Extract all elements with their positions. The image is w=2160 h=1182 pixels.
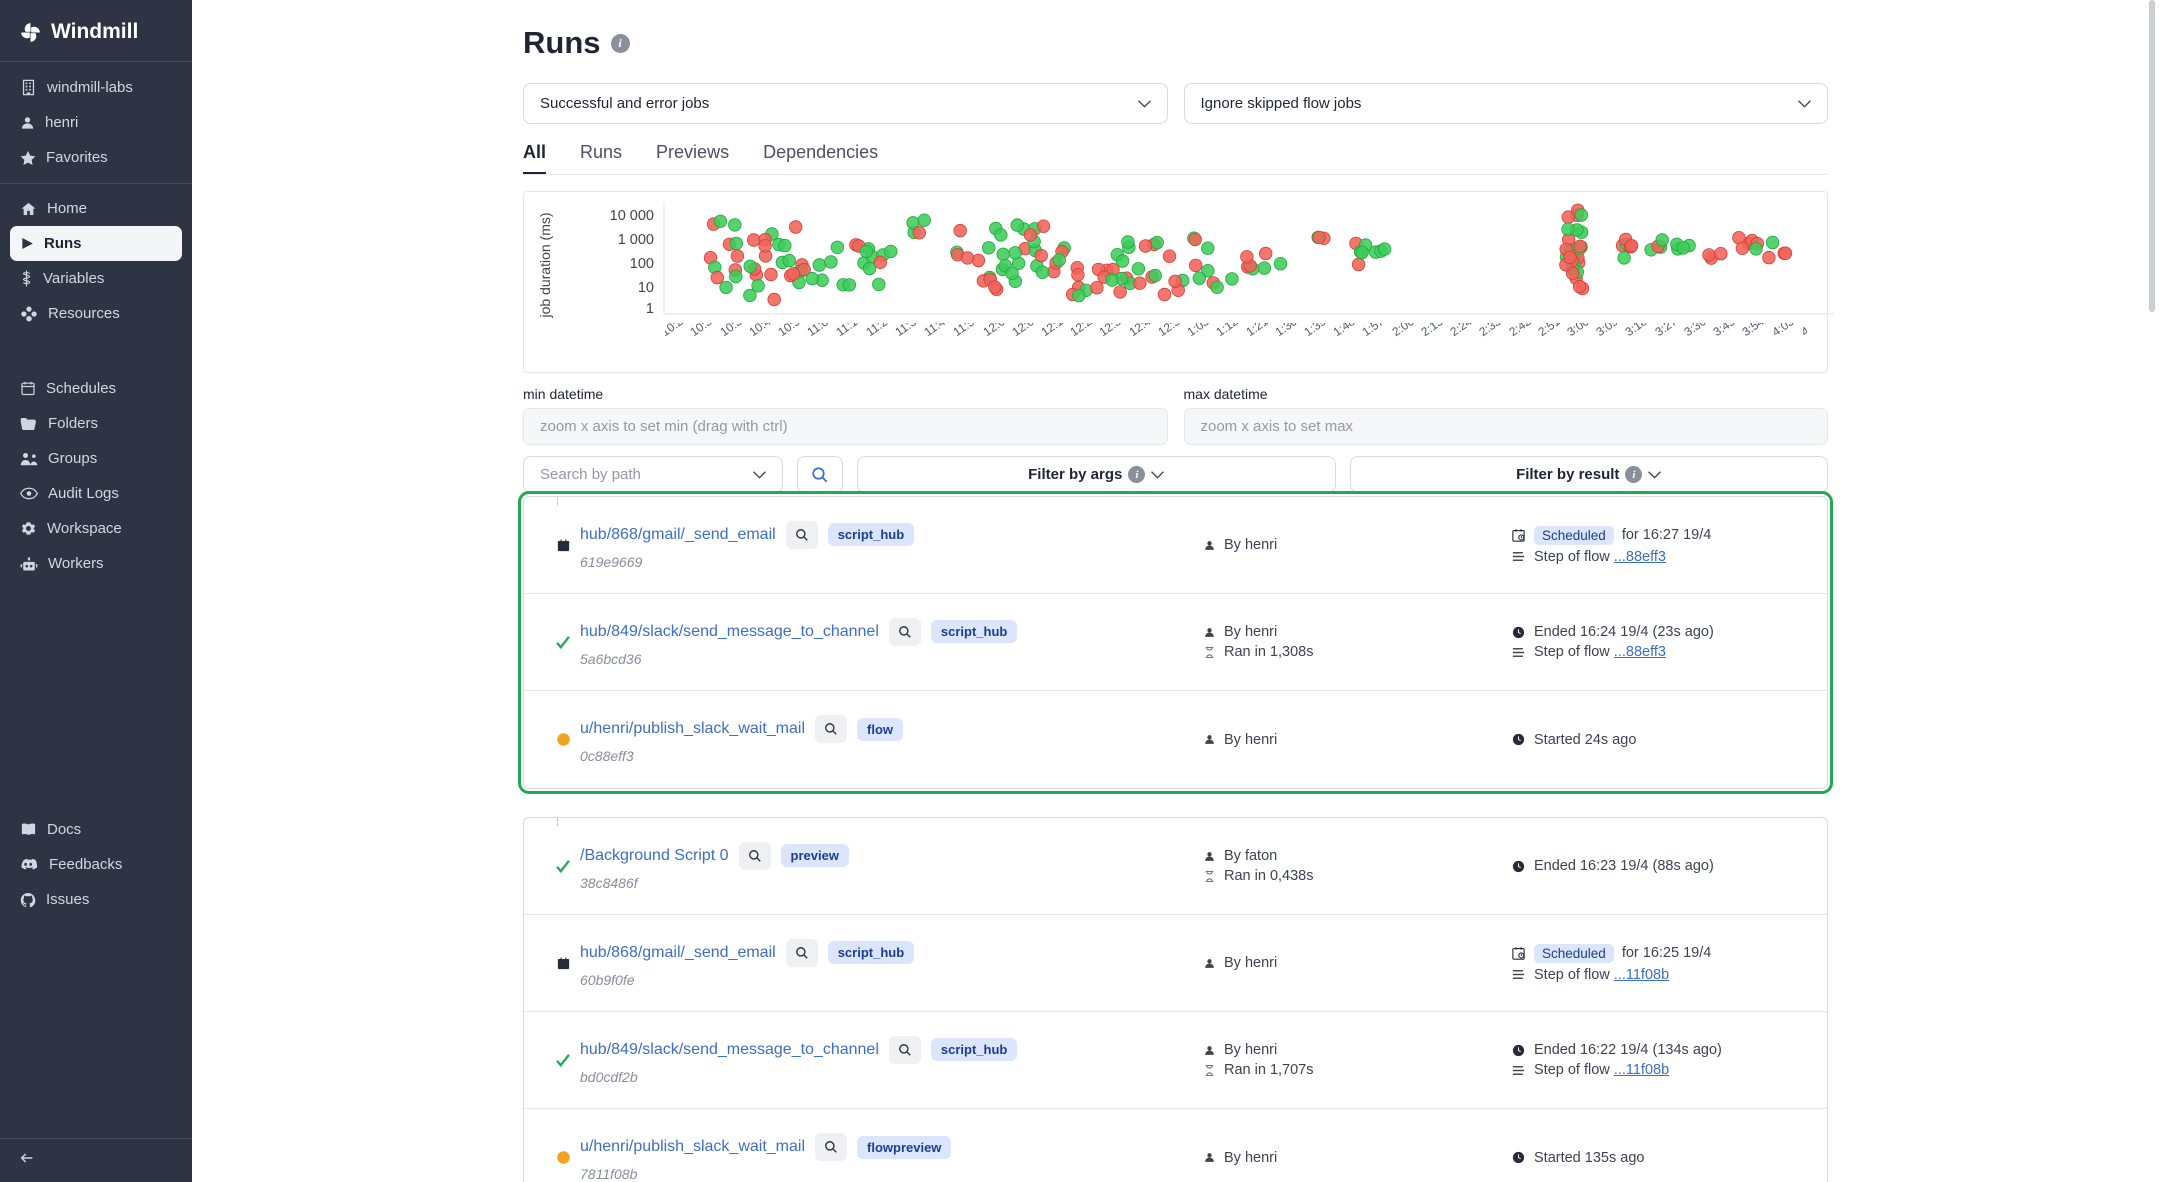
svg-text:10 000: 10 000 [610,208,654,224]
svg-text:10: 10 [638,280,654,296]
svg-text:1: 1 [646,301,654,317]
svg-text:1 000: 1 000 [618,232,654,248]
svg-text:100: 100 [630,256,654,272]
svg-text:job duration (ms): job duration (ms) [537,212,553,318]
